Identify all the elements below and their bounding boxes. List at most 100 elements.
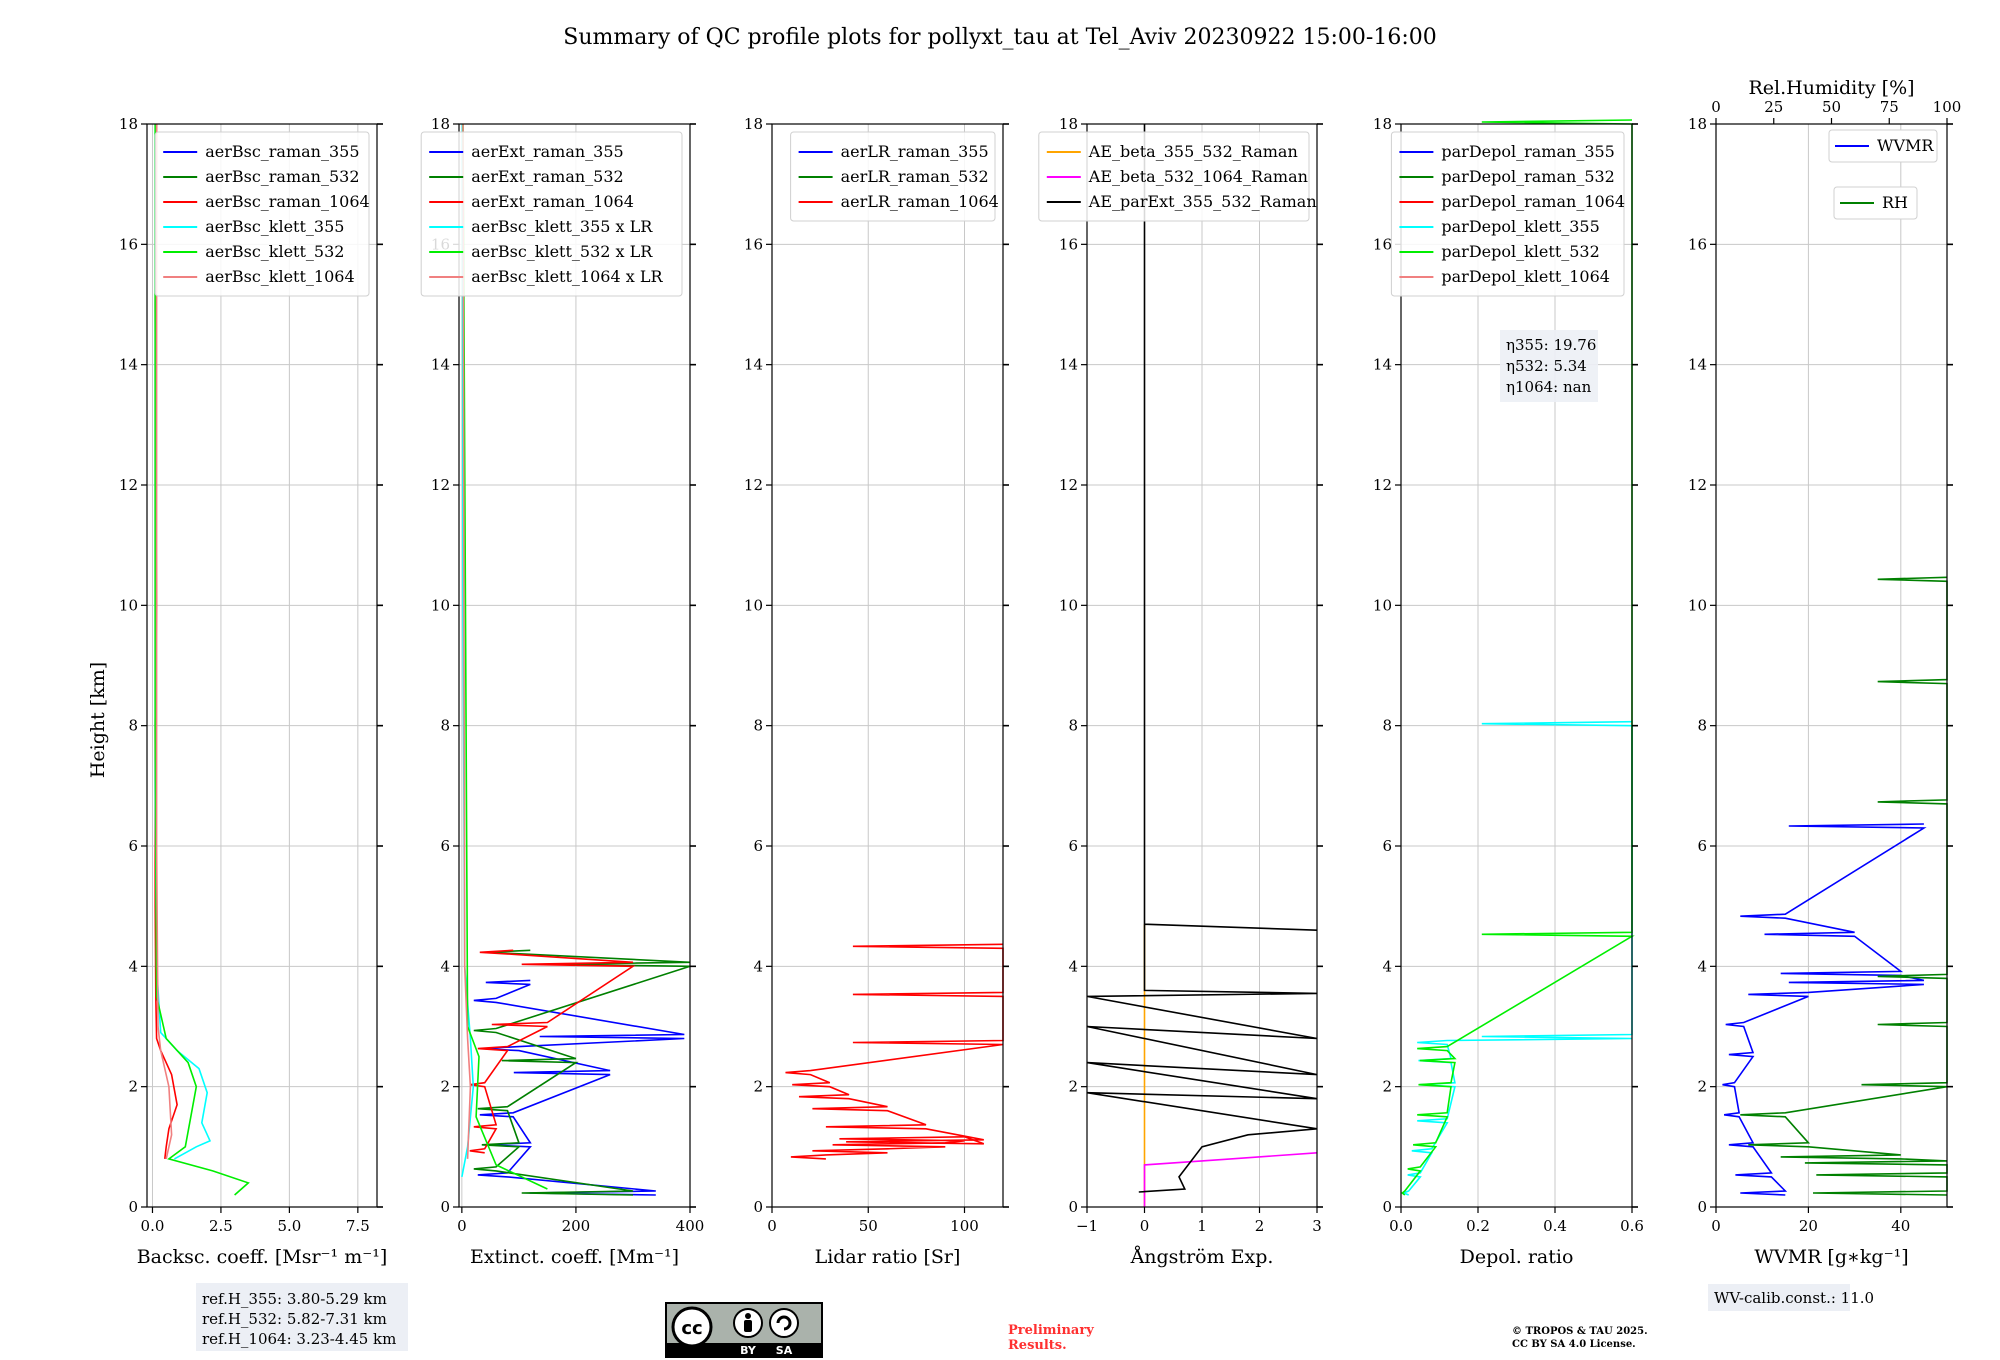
y-tick-label: 6 bbox=[1382, 837, 1392, 855]
series-line-ae-beta-532-1064-raman bbox=[1143, 1152, 1318, 1207]
legend-entry: aerExt_raman_355 bbox=[471, 142, 624, 161]
y-tick-label: 14 bbox=[744, 356, 763, 374]
legend-entry: aerLR_raman_355 bbox=[841, 142, 989, 161]
y-tick-label: 16 bbox=[1059, 235, 1078, 253]
reference-height-532: ref.H_532: 5.82-7.31 km bbox=[202, 1310, 387, 1328]
y-axis-label: Height [km] bbox=[87, 662, 109, 778]
legend-entry: aerLR_raman_1064 bbox=[841, 192, 999, 211]
legend-entry: AE_beta_355_532_Raman bbox=[1088, 142, 1298, 161]
y-tick-label: 14 bbox=[1059, 356, 1078, 374]
y-tick-label: 18 bbox=[744, 115, 763, 133]
x-tick-label: 100 bbox=[950, 1217, 979, 1235]
x-tick-label: 0.0 bbox=[1389, 1217, 1413, 1235]
x-tick-label: 400 bbox=[676, 1217, 705, 1235]
legend-entry: parDepol_klett_1064 bbox=[1441, 267, 1610, 286]
panel-5: 0.0 0.2 0.4 0.6 0 2 4 6 8 10 12 14 16 18 Depol. ratio p… bbox=[1373, 115, 1644, 1268]
legend-entry: parDepol_raman_532 bbox=[1441, 167, 1614, 186]
y-tick-label: 6 bbox=[753, 837, 763, 855]
y-tick-label: 0 bbox=[1068, 1198, 1078, 1216]
y-tick-label: 2 bbox=[128, 1078, 138, 1096]
legend-box bbox=[790, 131, 996, 222]
y-tick-label: 8 bbox=[440, 717, 450, 735]
copyright-line2: CC BY SA 4.0 License. bbox=[1512, 1339, 1636, 1350]
axes-frame bbox=[1400, 123, 1633, 1208]
badge-footer bbox=[667, 1343, 821, 1356]
series-line-aerlr-raman-1064 bbox=[785, 943, 1004, 1160]
x2-tick-label: 25 bbox=[1764, 98, 1783, 116]
x-axis-label: Lidar ratio [Sr] bbox=[815, 1246, 961, 1268]
x-tick-label: 20 bbox=[1799, 1217, 1818, 1235]
y-tick-label: 16 bbox=[1688, 235, 1707, 253]
y-tick-label: 4 bbox=[1697, 957, 1707, 975]
axes-frame bbox=[146, 123, 378, 1208]
cc-license-badge: cc BY SA bbox=[665, 1302, 823, 1358]
y-tick-label: 16 bbox=[119, 235, 138, 253]
series-line-aerbsc-klett-1064 bbox=[155, 124, 173, 1160]
x-tick-label: 0.2 bbox=[1466, 1217, 1490, 1235]
y-tick-label: 18 bbox=[431, 115, 450, 133]
x-tick-label: 2.5 bbox=[209, 1217, 233, 1235]
y-tick-label: 6 bbox=[128, 837, 138, 855]
series-line-pardepol-klett-355 bbox=[1401, 720, 1633, 1196]
y-tick-label: 0 bbox=[128, 1198, 138, 1216]
y-tick-label: 4 bbox=[1382, 957, 1392, 975]
x-tick-label: 0 bbox=[1711, 1217, 1721, 1235]
series-line-aerbsc-klett-532-x-lr bbox=[462, 123, 548, 1190]
x-tick-label: 0 bbox=[1140, 1217, 1150, 1235]
legend-entry: aerBsc_klett_355 bbox=[205, 217, 344, 236]
x-tick-label: 5.0 bbox=[277, 1217, 301, 1235]
y-tick-label: 4 bbox=[1068, 957, 1078, 975]
legend-box bbox=[1390, 131, 1625, 297]
y-tick-label: 0 bbox=[440, 1198, 450, 1216]
reference-height-355: ref.H_355: 3.80-5.29 km bbox=[202, 1290, 387, 1308]
legend-box bbox=[1833, 186, 1918, 220]
y-tick-label: 12 bbox=[1688, 476, 1707, 494]
by-label: BY bbox=[740, 1344, 757, 1357]
legend-entry: aerLR_raman_532 bbox=[841, 167, 989, 186]
y-tick-label: 6 bbox=[1697, 837, 1707, 855]
copyright-line1: © TROPOS & TAU 2025. bbox=[1512, 1326, 1648, 1337]
y-tick-label: 14 bbox=[1688, 356, 1707, 374]
series-line-aerbsc-klett-532 bbox=[154, 124, 250, 1196]
y-tick-label: 14 bbox=[1373, 356, 1392, 374]
x2-tick-label: 0 bbox=[1711, 98, 1721, 116]
y-tick-label: 12 bbox=[744, 476, 763, 494]
y-tick-label: 12 bbox=[1059, 476, 1078, 494]
y-tick-label: 2 bbox=[1697, 1078, 1707, 1096]
x-axis-label: Depol. ratio bbox=[1460, 1246, 1574, 1268]
legend-box bbox=[1038, 131, 1310, 222]
y-tick-label: 14 bbox=[119, 356, 138, 374]
y-tick-label: 18 bbox=[1688, 115, 1707, 133]
legend-box bbox=[420, 131, 683, 297]
y-tick-label: 4 bbox=[753, 957, 763, 975]
legend-entry: parDepol_klett_532 bbox=[1441, 242, 1599, 261]
legend-entry: parDepol_klett_355 bbox=[1441, 217, 1599, 236]
legend-entry: aerBsc_klett_355 x LR bbox=[471, 217, 653, 236]
y-tick-label: 8 bbox=[1697, 717, 1707, 735]
legend-entry: aerBsc_raman_355 bbox=[205, 142, 359, 161]
series-line-rh bbox=[1740, 576, 1948, 1196]
x2-axis-label: Rel.Humidity [%] bbox=[1748, 77, 1914, 99]
legend-entry: aerBsc_klett_532 bbox=[205, 242, 344, 261]
cc-icon-text: cc bbox=[681, 1318, 702, 1339]
series-line-aerext-raman-355 bbox=[473, 979, 685, 1196]
sa-icon-arrow bbox=[776, 1315, 792, 1331]
y-tick-label: 2 bbox=[753, 1078, 763, 1096]
x-tick-label: 0 bbox=[767, 1217, 777, 1235]
series-line-pardepol-klett-532 bbox=[1401, 119, 1635, 1196]
x-tick-label: 40 bbox=[1891, 1217, 1910, 1235]
y-tick-label: 6 bbox=[1068, 837, 1078, 855]
panel-3: 0 50 100 0 2 4 6 8 10 12 14 16 18 Lidar ratio [Sr] aer… bbox=[744, 115, 1009, 1268]
legend-entry: AE_parExt_355_532_Raman bbox=[1088, 192, 1317, 211]
legend-entry: parDepol_raman_355 bbox=[1441, 142, 1614, 161]
y-tick-label: 16 bbox=[1373, 235, 1392, 253]
y-tick-label: 10 bbox=[1373, 596, 1392, 614]
wv-calibration-background bbox=[1708, 1284, 1850, 1311]
legend-entry: aerBsc_raman_1064 bbox=[205, 192, 370, 211]
preliminary-note-line2: Results. bbox=[1008, 1338, 1067, 1353]
eta-value: η355: 19.76 bbox=[1506, 336, 1596, 354]
y-tick-label: 14 bbox=[431, 356, 450, 374]
x-tick-label: 0.0 bbox=[141, 1217, 165, 1235]
